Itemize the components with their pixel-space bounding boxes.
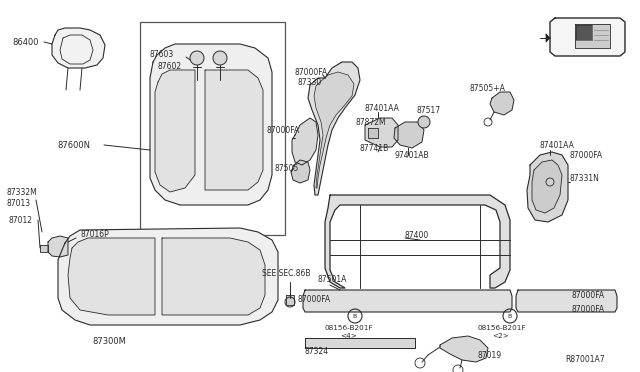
Polygon shape [292, 118, 318, 165]
Text: 87741B: 87741B [360, 144, 389, 153]
Polygon shape [305, 338, 415, 348]
Text: 87000FA: 87000FA [267, 125, 300, 135]
Text: 87505+A: 87505+A [470, 83, 506, 93]
Polygon shape [490, 92, 514, 115]
Text: 87012: 87012 [8, 215, 32, 224]
Text: B: B [508, 314, 512, 318]
Text: 87600N: 87600N [57, 141, 90, 150]
Text: SEE SEC.86B: SEE SEC.86B [262, 269, 310, 279]
Polygon shape [532, 160, 562, 213]
Polygon shape [527, 152, 568, 222]
Text: 87000FA: 87000FA [572, 305, 605, 314]
Text: 87603: 87603 [150, 49, 174, 58]
Polygon shape [58, 228, 278, 325]
Text: 87872M: 87872M [356, 118, 387, 126]
Polygon shape [162, 238, 265, 315]
Polygon shape [205, 70, 263, 190]
Text: 87400: 87400 [405, 231, 429, 240]
Text: 08156-B201F: 08156-B201F [478, 325, 527, 331]
Polygon shape [440, 336, 488, 362]
Polygon shape [303, 290, 512, 312]
Polygon shape [368, 128, 378, 138]
Text: 87332M: 87332M [6, 187, 36, 196]
Polygon shape [308, 62, 360, 195]
Polygon shape [575, 24, 610, 48]
Polygon shape [546, 34, 550, 42]
Polygon shape [291, 160, 310, 183]
Polygon shape [550, 18, 625, 56]
Circle shape [418, 116, 430, 128]
Text: 87016P: 87016P [80, 230, 109, 238]
Circle shape [190, 51, 204, 65]
Text: 87501A: 87501A [318, 276, 348, 285]
Polygon shape [394, 122, 424, 148]
Text: 87401AA: 87401AA [540, 141, 575, 150]
Text: R87001A7: R87001A7 [565, 356, 605, 365]
Text: B: B [353, 314, 357, 318]
Text: 87013: 87013 [6, 199, 30, 208]
Polygon shape [40, 245, 48, 252]
Polygon shape [48, 236, 68, 257]
Polygon shape [365, 118, 398, 147]
Text: 87330: 87330 [298, 77, 323, 87]
Text: 87324: 87324 [305, 347, 329, 356]
Polygon shape [150, 44, 272, 205]
Text: 87000FA: 87000FA [295, 67, 328, 77]
Text: 87000FA: 87000FA [298, 295, 331, 305]
Polygon shape [52, 28, 105, 68]
Circle shape [546, 178, 554, 186]
Bar [140, 22, 285, 235]
Text: 87300M: 87300M [92, 337, 126, 346]
Text: 87331N: 87331N [570, 173, 600, 183]
Polygon shape [516, 290, 617, 312]
Polygon shape [325, 195, 510, 288]
Polygon shape [576, 25, 592, 40]
Text: 87000FA: 87000FA [572, 291, 605, 299]
Polygon shape [314, 72, 354, 188]
Text: 87000FA: 87000FA [570, 151, 603, 160]
Text: 87019: 87019 [478, 350, 502, 359]
Text: 87401AA: 87401AA [365, 103, 400, 112]
Text: 87505: 87505 [275, 164, 300, 173]
Text: 97401AB: 97401AB [395, 151, 429, 160]
Text: 08156-B201F: 08156-B201F [325, 325, 374, 331]
Text: 87602: 87602 [158, 61, 182, 71]
Circle shape [213, 51, 227, 65]
Text: <2>: <2> [492, 333, 509, 339]
Text: <4>: <4> [340, 333, 357, 339]
Polygon shape [68, 238, 155, 315]
Text: 87517: 87517 [417, 106, 441, 115]
Polygon shape [286, 295, 294, 305]
Polygon shape [155, 70, 195, 192]
Text: 86400: 86400 [12, 38, 38, 46]
